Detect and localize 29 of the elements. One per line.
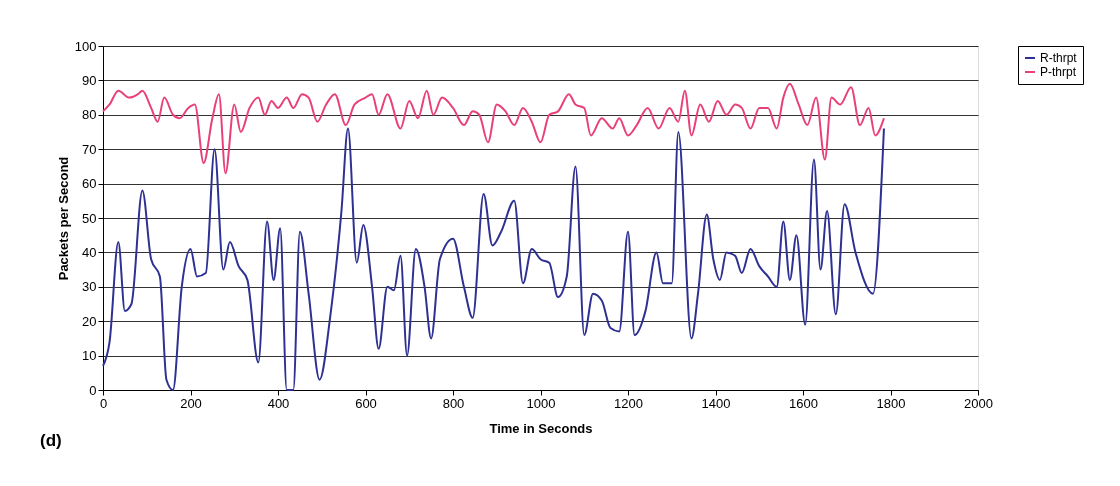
y-tick-label: 50	[82, 210, 97, 226]
y-tick-label: 80	[82, 107, 97, 123]
y-tick-label: 10	[82, 348, 97, 364]
x-tick-label: 600	[355, 395, 377, 411]
y-tick-label: 90	[82, 72, 97, 88]
y-tick-label: 0	[89, 382, 97, 398]
legend-label: R-thrpt	[1040, 51, 1078, 65]
x-tick-label: 200	[180, 395, 202, 411]
x-tick-label: 1000	[526, 395, 556, 411]
legend-label: P-thrpt	[1040, 65, 1077, 79]
line-series	[102, 82, 885, 175]
line-series	[102, 127, 885, 391]
y-tick-label: 40	[82, 244, 97, 260]
x-tick-label: 1600	[789, 395, 818, 411]
y-tick-label: 30	[82, 279, 97, 295]
x-axis-title: Time in Seconds	[489, 420, 593, 436]
y-tick-label: 20	[82, 313, 97, 329]
y-tick-label: 70	[82, 141, 97, 157]
x-tick-label: 800	[442, 395, 465, 411]
y-tick-label: 60	[82, 176, 97, 192]
x-tick-label: 0	[99, 395, 108, 411]
x-tick-label: 1800	[876, 395, 906, 411]
x-tick-label: 1200	[614, 395, 643, 411]
x-tick-label: 2000	[964, 395, 993, 411]
y-tick-label: 100	[74, 38, 97, 54]
y-axis-title: Packets per Second	[55, 156, 71, 281]
text: (d)	[40, 431, 62, 450]
x-tick-label: 1400	[701, 395, 731, 411]
x-tick-label: 400	[267, 395, 290, 411]
